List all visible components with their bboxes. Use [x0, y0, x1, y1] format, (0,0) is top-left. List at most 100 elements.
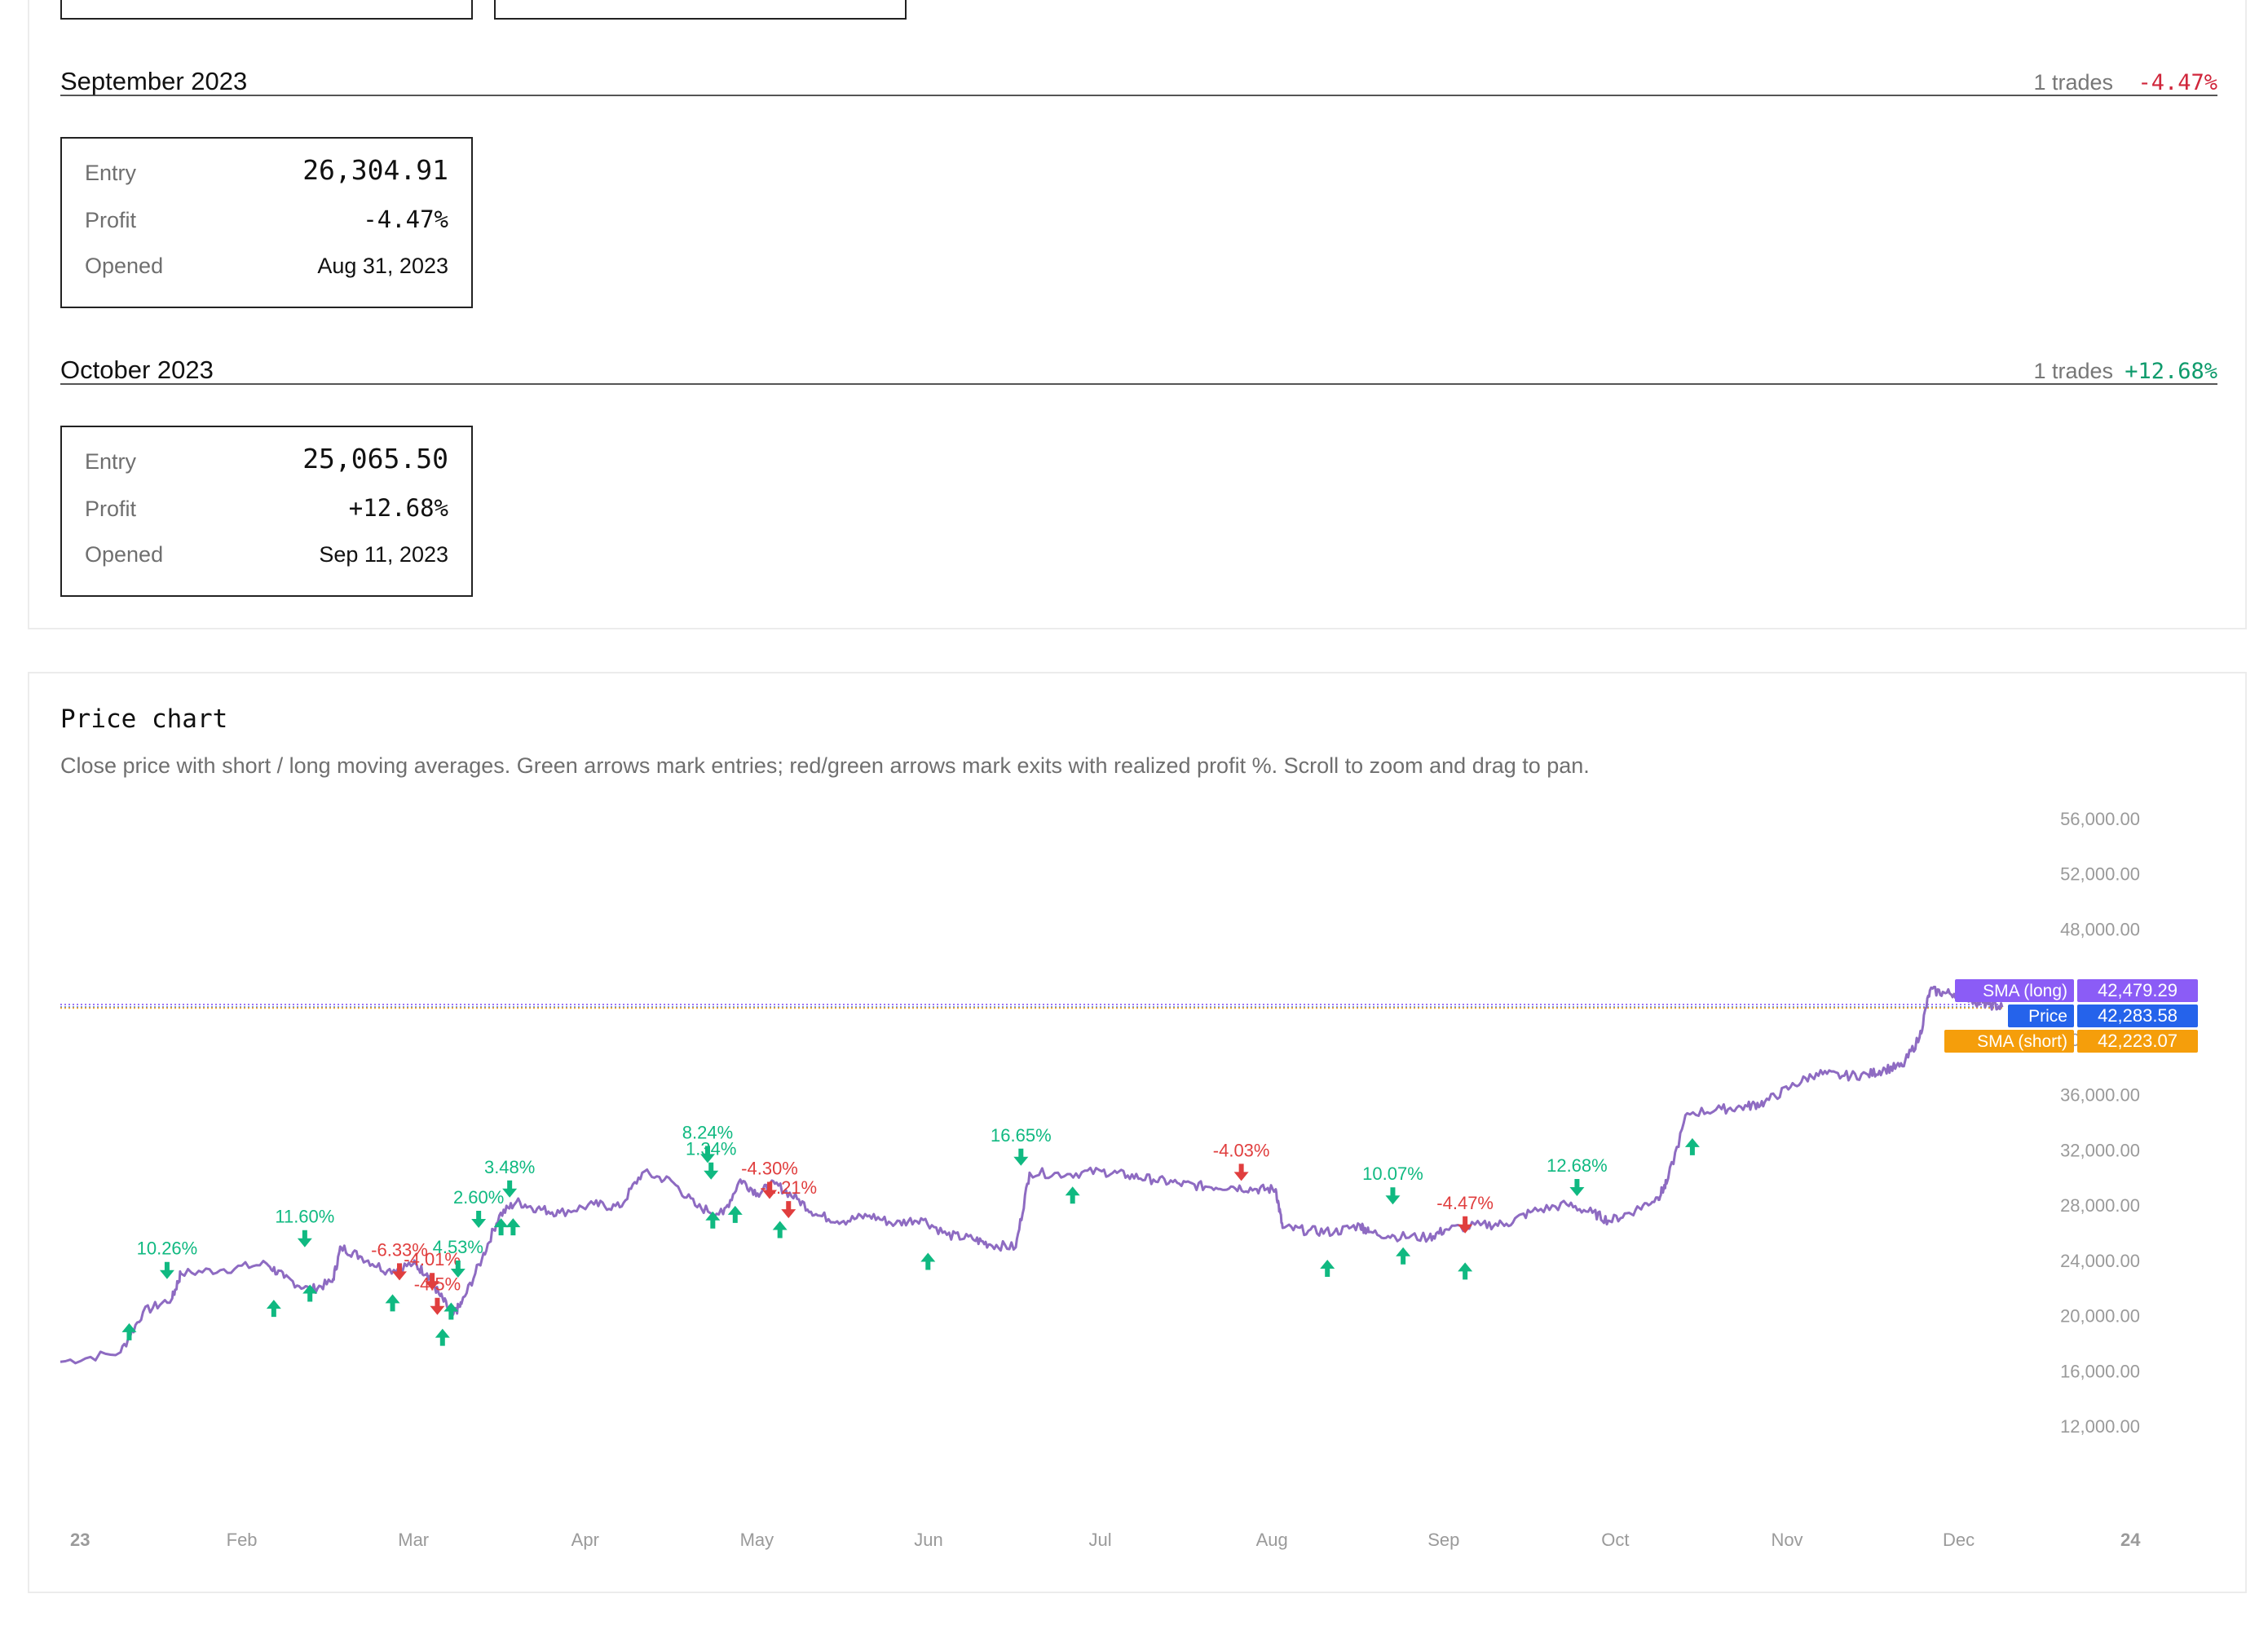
- series-value-label: 42,283.58: [2098, 1005, 2178, 1026]
- series-name-badge: [1944, 1030, 2074, 1053]
- exit-profit-label: 4.53%: [433, 1237, 483, 1257]
- exit-arrow-icon: [1569, 1179, 1585, 1197]
- y-tick-label: 52,000.00: [2060, 864, 2140, 885]
- exit-arrow-icon: [297, 1230, 312, 1247]
- entry-arrow-icon: [1458, 1262, 1473, 1280]
- x-tick-label: 23: [70, 1530, 90, 1550]
- x-tick-label: Aug: [1256, 1530, 1288, 1550]
- y-tick-label: 20,000.00: [2060, 1306, 2140, 1327]
- chart-description: Close price with short / long moving ave…: [60, 753, 1590, 778]
- exit-arrow-icon: [450, 1261, 466, 1278]
- exit-profit-label: 10.07%: [1362, 1163, 1423, 1184]
- series-name-badge: [2008, 1005, 2074, 1027]
- opened-value: Aug 31, 2023: [317, 254, 448, 278]
- exit-profit-label: 16.65%: [991, 1125, 1052, 1146]
- month-trade-count: 1 trades: [2033, 70, 2113, 95]
- x-tick-label: Sep: [1427, 1530, 1459, 1550]
- exit-profit-label: 11.60%: [275, 1207, 334, 1227]
- month-trade-count: 1 trades: [2033, 359, 2113, 383]
- entry-arrow-icon: [443, 1302, 459, 1320]
- entry-label: Entry: [85, 161, 137, 185]
- entry-row: Entry 26,304.91: [85, 154, 448, 189]
- series-value-label: 42,479.29: [2098, 980, 2178, 1000]
- x-tick-label: Dec: [1943, 1530, 1975, 1550]
- entry-arrow-icon: [505, 1218, 521, 1236]
- y-tick-label: 12,000.00: [2060, 1416, 2140, 1437]
- entry-row: Entry 25,065.50: [85, 443, 448, 478]
- entry-value: 26,304.91: [302, 154, 448, 186]
- entry-arrow-icon: [493, 1218, 509, 1236]
- y-tick-label: 24,000.00: [2060, 1251, 2140, 1271]
- exit-profit-label: 2.60%: [453, 1187, 504, 1208]
- exit-arrow-icon: [471, 1211, 487, 1229]
- entry-arrow-icon: [435, 1328, 450, 1346]
- exit-profit-label: 10.26%: [137, 1239, 198, 1259]
- entry-arrow-icon: [385, 1294, 400, 1312]
- exit-profit-label: 1.34%: [686, 1139, 736, 1159]
- exit-arrow-icon: [781, 1201, 796, 1219]
- month-title: September 2023: [60, 67, 248, 95]
- opened-row: Opened Sep 11, 2023: [85, 538, 448, 571]
- exit-profit-label: -4.5%: [414, 1274, 461, 1295]
- x-tick-label: May: [740, 1530, 774, 1550]
- exit-profit-label: 12.68%: [1547, 1155, 1608, 1176]
- exit-arrow-icon: [1233, 1163, 1249, 1181]
- profit-value: +12.68%: [348, 494, 448, 522]
- exit-arrow-icon: [1385, 1187, 1401, 1205]
- series-name-label: Price: [2028, 1007, 2067, 1026]
- exit-arrow-icon: [1013, 1148, 1029, 1166]
- entry-arrow-icon: [302, 1284, 318, 1302]
- exit-arrow-icon: [425, 1273, 440, 1291]
- exit-profit-label: -6.33%: [371, 1239, 428, 1260]
- trades-by-month-panel: September 2023 1 trades -4.47% Entry 26,…: [28, 0, 2247, 629]
- price-chart[interactable]: 56,000.0052,000.0048,000.0040,000.0036,0…: [29, 673, 2245, 1592]
- x-tick-label: Jun: [914, 1530, 942, 1550]
- entry-arrow-icon: [1684, 1137, 1700, 1155]
- entry-arrow-icon: [727, 1205, 743, 1223]
- exit-profit-label: -1.21%: [760, 1177, 817, 1198]
- month-header-october: October 2023 1 trades +12.68%: [60, 351, 2217, 385]
- opened-value: Sep 11, 2023: [319, 542, 448, 567]
- series-value-label: 42,223.07: [2098, 1031, 2178, 1051]
- profit-row: Profit +12.68%: [85, 492, 448, 525]
- entry-label: Entry: [85, 449, 137, 474]
- x-tick-label: 24: [2120, 1530, 2141, 1550]
- y-tick-label: 32,000.00: [2060, 1140, 2140, 1160]
- exit-profit-label: -4.30%: [741, 1158, 798, 1178]
- series-value-badge: [2077, 1030, 2198, 1053]
- series-value-badge: [2077, 979, 2198, 1002]
- exit-arrow-icon: [704, 1162, 719, 1180]
- exit-arrow-icon: [159, 1261, 174, 1279]
- month-profit: -4.47%: [2138, 70, 2217, 95]
- month-profit: +12.68%: [2125, 359, 2217, 384]
- entry-arrow-icon: [1065, 1186, 1080, 1204]
- y-tick-label: 56,000.00: [2060, 809, 2140, 829]
- y-tick-label: 36,000.00: [2060, 1085, 2140, 1106]
- y-tick-label: 28,000.00: [2060, 1195, 2140, 1216]
- exit-arrow-icon: [1458, 1216, 1473, 1234]
- trade-card-stub: [494, 0, 907, 20]
- entry-arrow-icon: [266, 1300, 281, 1318]
- trade-card[interactable]: Entry 26,304.91 Profit -4.47% Opened Aug…: [60, 137, 473, 308]
- profit-row: Profit -4.47%: [85, 204, 448, 236]
- exit-profit-label: 8.24%: [682, 1122, 733, 1142]
- series-value-badge: [2077, 1005, 2198, 1027]
- y-tick-label: 48,000.00: [2060, 919, 2140, 939]
- month-title: October 2023: [60, 355, 214, 384]
- trade-card[interactable]: Entry 25,065.50 Profit +12.68% Opened Se…: [60, 426, 473, 597]
- entry-arrow-icon: [705, 1211, 721, 1229]
- entry-arrow-icon: [1396, 1247, 1411, 1265]
- exit-arrow-icon: [430, 1297, 445, 1315]
- exit-profit-label: -4.47%: [1436, 1193, 1494, 1213]
- entry-arrow-icon: [121, 1322, 137, 1340]
- exit-arrow-icon: [502, 1180, 518, 1198]
- series-name-badge: [1955, 979, 2074, 1002]
- profit-label: Profit: [85, 497, 137, 521]
- x-tick-label: Feb: [227, 1530, 258, 1550]
- exit-arrow-icon: [762, 1181, 778, 1199]
- opened-label: Opened: [85, 254, 164, 278]
- opened-label: Opened: [85, 542, 164, 567]
- entry-arrow-icon: [1320, 1259, 1335, 1277]
- price-series-line: [60, 985, 2004, 1365]
- exit-arrow-icon: [700, 1146, 715, 1163]
